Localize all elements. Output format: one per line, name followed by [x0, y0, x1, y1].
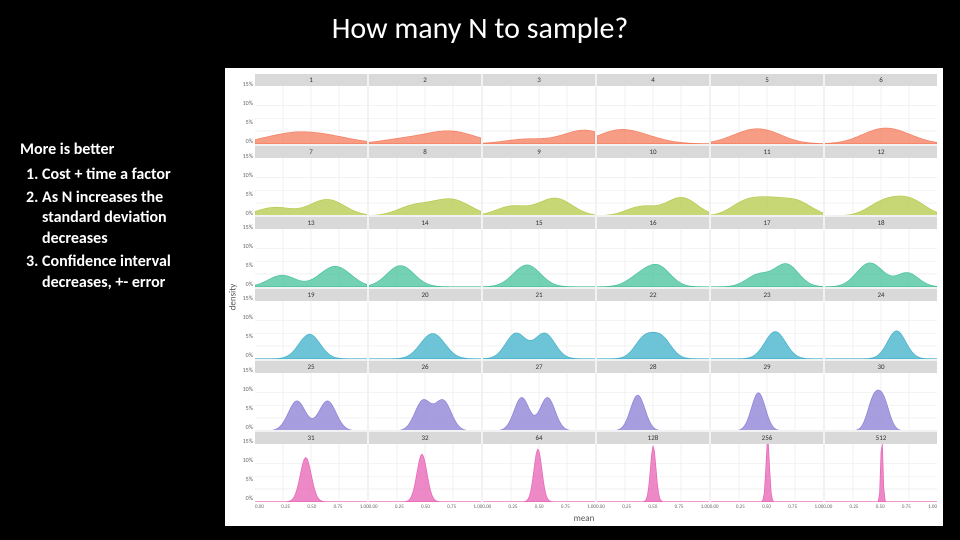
panel-strip-label: 64 — [483, 432, 595, 444]
panel-strip-label: 30 — [825, 361, 937, 373]
x-tick-group: 0.000.250.500.751.00 — [596, 504, 710, 514]
x-axis-label: mean — [574, 513, 595, 524]
panel-strip-label: 2 — [369, 74, 481, 86]
density-panel: 17 — [711, 217, 823, 287]
panel-strip-label: 29 — [711, 361, 823, 373]
sidebar-text: More is better Cost + time a factor As N… — [20, 140, 210, 296]
density-panel: 9 — [483, 146, 595, 216]
panel-strip-label: 11 — [711, 146, 823, 158]
panel-strip-label: 18 — [825, 217, 937, 229]
panel-strip-label: 17 — [711, 217, 823, 229]
slide-title: How many N to sample? — [0, 10, 960, 47]
density-panel: 25 — [255, 361, 367, 431]
density-panel: 30 — [825, 361, 937, 431]
x-tick-group: 0.000.250.500.751.00 — [710, 504, 824, 514]
density-panel: 18 — [825, 217, 937, 287]
density-panel: 6 — [825, 74, 937, 144]
panel-strip-label: 32 — [369, 432, 481, 444]
density-panel: 8 — [369, 146, 481, 216]
panel-strip-label: 14 — [369, 217, 481, 229]
x-tick-group: 0.000.250.500.751.00 — [369, 504, 483, 514]
panel-strip-label: 8 — [369, 146, 481, 158]
density-panel: 256 — [711, 432, 823, 502]
y-axis-ticks: 0%5%10%15%0%5%10%15%0%5%10%15%0%5%10%15%… — [237, 74, 255, 502]
x-tick-group: 0.000.250.500.751.00 — [823, 504, 937, 514]
panel-strip-label: 21 — [483, 289, 595, 301]
density-panel: 27 — [483, 361, 595, 431]
y-tick-group: 0%5%10%15% — [237, 74, 255, 145]
panel-strip-label: 128 — [597, 432, 709, 444]
panel-strip-label: 16 — [597, 217, 709, 229]
density-panel: 7 — [255, 146, 367, 216]
density-panel: 21 — [483, 289, 595, 359]
y-tick-group: 0%5%10%15% — [237, 217, 255, 288]
density-panel: 4 — [597, 74, 709, 144]
density-panel: 64 — [483, 432, 595, 502]
panel-strip-label: 24 — [825, 289, 937, 301]
density-panel: 1 — [255, 74, 367, 144]
density-panel: 128 — [597, 432, 709, 502]
panel-strip-label: 25 — [255, 361, 367, 373]
sidebar-item: Cost + time a factor — [42, 165, 210, 186]
panel-strip-label: 1 — [255, 74, 367, 86]
density-panel: 29 — [711, 361, 823, 431]
density-panel: 14 — [369, 217, 481, 287]
density-panel: 28 — [597, 361, 709, 431]
x-tick-group: 0.000.250.500.751.00 — [255, 504, 369, 514]
density-panel: 12 — [825, 146, 937, 216]
density-panel: 16 — [597, 217, 709, 287]
y-axis-label: density — [228, 284, 239, 311]
panel-strip-label: 13 — [255, 217, 367, 229]
y-tick-group: 0%5%10%15% — [237, 431, 255, 502]
density-panel: 5 — [711, 74, 823, 144]
density-panel: 32 — [369, 432, 481, 502]
panel-strip-label: 6 — [825, 74, 937, 86]
density-panel: 3 — [483, 74, 595, 144]
chart-grid: 1234567891011121314151617181920212223242… — [255, 74, 937, 502]
density-panel: 24 — [825, 289, 937, 359]
panel-strip-label: 4 — [597, 74, 709, 86]
panel-strip-label: 15 — [483, 217, 595, 229]
panel-strip-label: 256 — [711, 432, 823, 444]
density-panel: 10 — [597, 146, 709, 216]
y-tick-group: 0%5%10%15% — [237, 359, 255, 430]
panel-strip-label: 28 — [597, 361, 709, 373]
density-panel: 15 — [483, 217, 595, 287]
panel-strip-label: 23 — [711, 289, 823, 301]
density-panel: 13 — [255, 217, 367, 287]
density-panel: 19 — [255, 289, 367, 359]
panel-strip-label: 512 — [825, 432, 937, 444]
panel-strip-label: 19 — [255, 289, 367, 301]
panel-strip-label: 5 — [711, 74, 823, 86]
y-tick-group: 0%5%10%15% — [237, 288, 255, 359]
x-axis-ticks: 0.000.250.500.751.000.000.250.500.751.00… — [255, 504, 937, 514]
panel-strip-label: 7 — [255, 146, 367, 158]
y-tick-group: 0%5%10%15% — [237, 145, 255, 216]
panel-strip-label: 31 — [255, 432, 367, 444]
density-panel: 26 — [369, 361, 481, 431]
sidebar-item: As N increases the standard deviation de… — [42, 188, 210, 250]
sidebar-heading: More is better — [20, 140, 210, 161]
chart-area: 0%5%10%15%0%5%10%15%0%5%10%15%0%5%10%15%… — [225, 68, 943, 526]
density-panel: 11 — [711, 146, 823, 216]
panel-strip-label: 3 — [483, 74, 595, 86]
density-panel: 22 — [597, 289, 709, 359]
sidebar-list: Cost + time a factor As N increases the … — [20, 165, 210, 294]
panel-strip-label: 20 — [369, 289, 481, 301]
density-panel: 2 — [369, 74, 481, 144]
density-panel: 31 — [255, 432, 367, 502]
panel-strip-label: 10 — [597, 146, 709, 158]
sidebar-item: Confidence interval decreases, +- error — [42, 252, 210, 294]
panel-strip-label: 12 — [825, 146, 937, 158]
panel-strip-label: 22 — [597, 289, 709, 301]
panel-strip-label: 26 — [369, 361, 481, 373]
density-panel: 512 — [825, 432, 937, 502]
panel-strip-label: 27 — [483, 361, 595, 373]
panel-strip-label: 9 — [483, 146, 595, 158]
density-panel: 23 — [711, 289, 823, 359]
density-panel: 20 — [369, 289, 481, 359]
